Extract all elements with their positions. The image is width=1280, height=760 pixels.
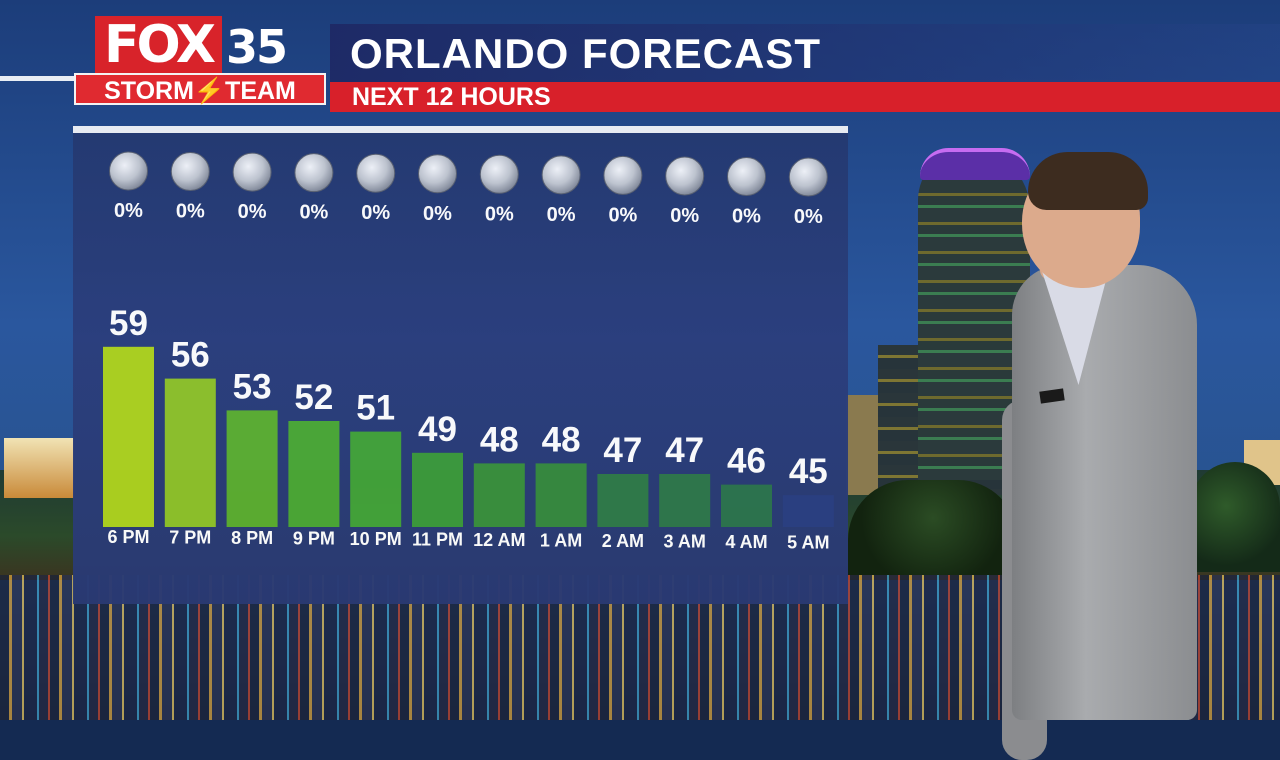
- rain-chance-label: 0%: [423, 203, 452, 225]
- rain-chance-label: 0%: [732, 206, 761, 228]
- hour-label: 11 PM: [412, 530, 463, 550]
- hour-label: 2 AM: [602, 531, 644, 551]
- moon-icon: [727, 157, 766, 196]
- hour-label: 7 PM: [169, 528, 211, 548]
- moon-icon: [479, 154, 519, 194]
- title-bar: [330, 24, 1280, 82]
- temperature-bar: [597, 474, 649, 527]
- background-building-left: [4, 438, 74, 498]
- moon-icon: [356, 153, 396, 193]
- moon-icon: [170, 152, 210, 192]
- temperature-bar: [473, 463, 525, 527]
- hour-label: 5 AM: [787, 533, 829, 553]
- temperature-value-label: 48: [542, 420, 581, 459]
- temperature-value-label: 52: [294, 378, 333, 417]
- meteorologist-hair: [1028, 152, 1148, 210]
- forecast-panel: 0% 0% 0% 0% 0% 0% 0% 0% 0% 0% 0% 0% 59 56 53 52 51 49 48 4…: [73, 126, 848, 604]
- rain-chance-label: 0%: [547, 204, 576, 226]
- background-trees-right: [1190, 462, 1280, 572]
- temperature-bar: [103, 346, 154, 527]
- moon-icon: [232, 152, 272, 192]
- rain-chance-label: 0%: [238, 201, 267, 223]
- background-tower-cap: [920, 148, 1030, 180]
- storm-team-logo: STORM⚡TEAM: [74, 73, 326, 105]
- moon-icon: [541, 155, 581, 195]
- temperature-value-label: 46: [727, 442, 766, 481]
- temperature-bar: [659, 474, 711, 527]
- hour-label: 8 PM: [231, 528, 273, 548]
- subtitle-bar: [330, 82, 1280, 112]
- hour-label: 6 PM: [107, 527, 149, 547]
- temperature-value-label: 47: [603, 431, 642, 470]
- rain-chance-label: 0%: [794, 206, 823, 228]
- temperature-value-label: 49: [418, 410, 457, 449]
- moon-icon: [603, 155, 643, 195]
- station-logo-fox: FOX: [95, 16, 222, 74]
- temperature-value-label: 56: [171, 336, 210, 375]
- hour-label: 9 PM: [293, 529, 335, 549]
- hour-label: 4 AM: [725, 532, 767, 552]
- moon-icon: [665, 156, 705, 196]
- moon-icon: [788, 157, 828, 197]
- temperature-value-label: 45: [789, 452, 828, 491]
- temperature-bar: [226, 410, 278, 527]
- temperature-value-label: 48: [480, 420, 519, 459]
- rain-chance-label: 0%: [299, 202, 328, 224]
- moon-icon: [109, 151, 148, 191]
- background-trees: [848, 480, 1018, 575]
- rain-chance-label: 0%: [114, 200, 143, 222]
- temperature-value-label: 47: [665, 431, 704, 470]
- temperature-bar: [164, 378, 216, 527]
- hour-label: 1 AM: [540, 531, 582, 551]
- hour-label: 10 PM: [350, 529, 402, 549]
- page-subtitle: NEXT 12 HOURS: [352, 83, 551, 111]
- temperature-bar: [288, 421, 340, 527]
- temperature-bar: [412, 452, 463, 527]
- rain-chance-label: 0%: [176, 201, 205, 223]
- temperature-value-label: 53: [233, 367, 272, 406]
- hourly-temperature-chart: 0% 0% 0% 0% 0% 0% 0% 0% 0% 0% 0% 0% 59 56 53 52 51 49 48 4…: [103, 151, 834, 553]
- rain-chance-label: 0%: [608, 204, 637, 226]
- moon-icon: [294, 153, 334, 193]
- station-logo-number: 35: [226, 20, 288, 74]
- temperature-value-label: 59: [109, 304, 148, 343]
- header-rule: [0, 76, 90, 81]
- rain-chance-label: 0%: [485, 203, 514, 225]
- page-title: ORLANDO FORECAST: [350, 30, 821, 77]
- hour-label: 3 AM: [664, 532, 706, 552]
- temperature-bar: [350, 431, 402, 527]
- meteorologist-suit: [1012, 265, 1197, 720]
- hour-label: 12 AM: [473, 530, 525, 550]
- rain-chance-label: 0%: [361, 202, 390, 224]
- rain-chance-label: 0%: [670, 205, 699, 227]
- moon-icon: [418, 154, 457, 194]
- temperature-value-label: 51: [356, 389, 395, 428]
- temperature-bar: [721, 484, 772, 527]
- temperature-bar: [535, 463, 587, 527]
- meteorologist: [1000, 150, 1200, 760]
- temperature-bar: [782, 495, 834, 527]
